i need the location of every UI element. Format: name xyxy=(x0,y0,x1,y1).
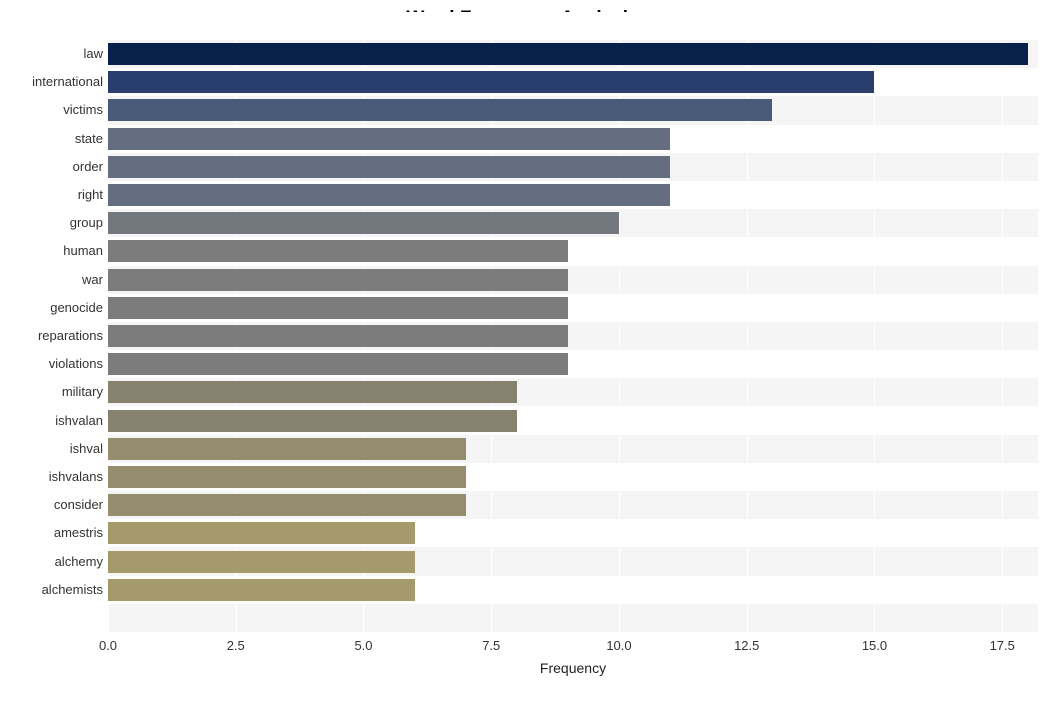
grid-band xyxy=(108,604,1038,632)
x-tick-label: 15.0 xyxy=(862,638,887,653)
x-axis-label: Frequency xyxy=(108,660,1038,676)
y-tick-label: victims xyxy=(3,99,103,121)
x-tick-label: 12.5 xyxy=(734,638,759,653)
bar xyxy=(108,381,517,403)
x-tick-label: 2.5 xyxy=(227,638,245,653)
y-tick-label: war xyxy=(3,269,103,291)
y-tick-label: military xyxy=(3,381,103,403)
y-tick-label: ishval xyxy=(3,438,103,460)
grid-band xyxy=(108,12,1038,40)
grid-line xyxy=(1002,40,1003,632)
bar xyxy=(108,99,772,121)
bar xyxy=(108,156,670,178)
y-tick-label: consider xyxy=(3,494,103,516)
y-tick-label: human xyxy=(3,240,103,262)
y-tick-label: right xyxy=(3,184,103,206)
y-tick-label: international xyxy=(3,71,103,93)
bar xyxy=(108,325,568,347)
bar xyxy=(108,71,874,93)
y-tick-label: ishvalan xyxy=(3,410,103,432)
y-tick-label: reparations xyxy=(3,325,103,347)
x-tick-label: 7.5 xyxy=(482,638,500,653)
y-tick-label: group xyxy=(3,212,103,234)
bar xyxy=(108,551,415,573)
bar xyxy=(108,522,415,544)
bar xyxy=(108,494,466,516)
plot-area xyxy=(108,40,1038,632)
bar xyxy=(108,269,568,291)
bar xyxy=(108,212,619,234)
y-tick-label: ishvalans xyxy=(3,466,103,488)
grid-line xyxy=(747,40,748,632)
y-tick-label: genocide xyxy=(3,297,103,319)
y-tick-label: violations xyxy=(3,353,103,375)
y-tick-label: order xyxy=(3,156,103,178)
bar xyxy=(108,466,466,488)
x-tick-label: 5.0 xyxy=(354,638,372,653)
x-tick-label: 0.0 xyxy=(99,638,117,653)
y-tick-label: state xyxy=(3,128,103,150)
bar xyxy=(108,128,670,150)
y-tick-label: law xyxy=(3,43,103,65)
bar xyxy=(108,579,415,601)
bar xyxy=(108,353,568,375)
word-frequency-chart: Word Frequency Analysis Frequency lawint… xyxy=(0,0,1045,701)
x-tick-label: 10.0 xyxy=(606,638,631,653)
y-tick-label: amestris xyxy=(3,522,103,544)
bar xyxy=(108,297,568,319)
grid-line xyxy=(874,40,875,632)
y-tick-label: alchemists xyxy=(3,579,103,601)
bar xyxy=(108,184,670,206)
y-tick-label: alchemy xyxy=(3,551,103,573)
bar xyxy=(108,438,466,460)
bar xyxy=(108,410,517,432)
x-tick-label: 17.5 xyxy=(990,638,1015,653)
bar xyxy=(108,43,1028,65)
bar xyxy=(108,240,568,262)
